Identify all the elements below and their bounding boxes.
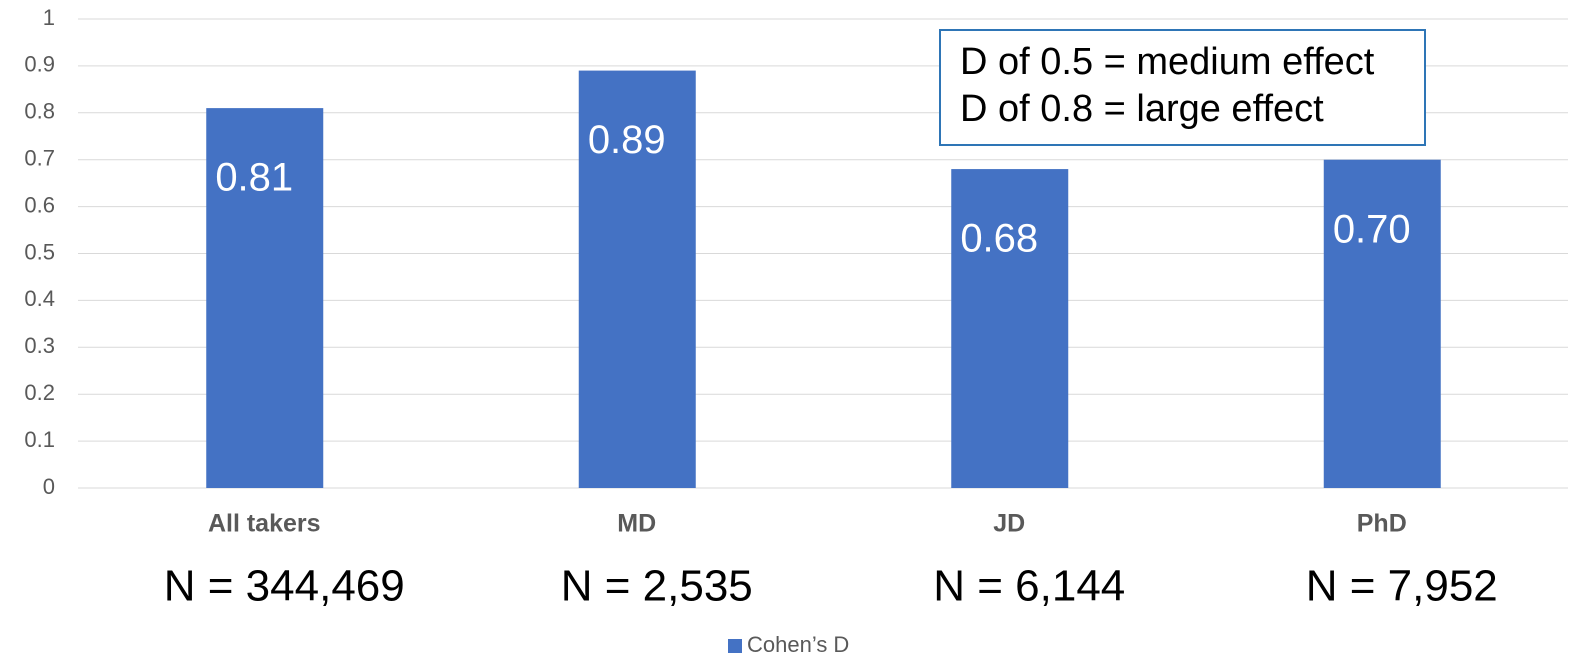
data-label: 0.81 (215, 156, 293, 200)
data-label: 0.70 (1333, 207, 1411, 251)
category-annotation: N = 7,952 (1306, 562, 1498, 611)
x-tick-label: All takers (208, 510, 321, 538)
bar (206, 108, 324, 489)
y-tick-label: 0.1 (24, 427, 55, 452)
data-label: 0.68 (960, 217, 1038, 261)
bar (1323, 159, 1441, 488)
x-tick-label: MD (617, 510, 656, 538)
x-tick-label: PhD (1357, 510, 1407, 538)
category-annotation: N = 6,144 (933, 562, 1125, 611)
y-tick-label: 0.8 (24, 99, 55, 124)
y-tick-label: 0.5 (24, 239, 55, 264)
annotation-box (939, 29, 1426, 146)
y-tick-label: 0.7 (24, 146, 55, 171)
y-tick-label: 1 (43, 5, 55, 30)
bar (951, 169, 1069, 488)
category-annotation: N = 2,535 (561, 562, 753, 611)
legend-swatch (728, 639, 742, 653)
annotation: D of 0.5 = medium effect (960, 41, 1375, 83)
y-tick-label: 0.2 (24, 380, 55, 405)
data-label: 0.89 (588, 118, 666, 162)
bar (578, 70, 696, 488)
y-tick-label: 0.6 (24, 192, 55, 217)
y-tick-label: 0.4 (24, 286, 55, 311)
category-annotation: N = 344,469 (164, 562, 405, 611)
annotation: D of 0.8 = large effect (960, 88, 1324, 130)
y-tick-label: 0 (43, 474, 55, 499)
y-tick-label: 0.9 (24, 52, 55, 77)
x-tick-label: JD (993, 510, 1025, 538)
legend-label: Cohen’s D (747, 632, 849, 657)
y-tick-label: 0.3 (24, 333, 55, 358)
